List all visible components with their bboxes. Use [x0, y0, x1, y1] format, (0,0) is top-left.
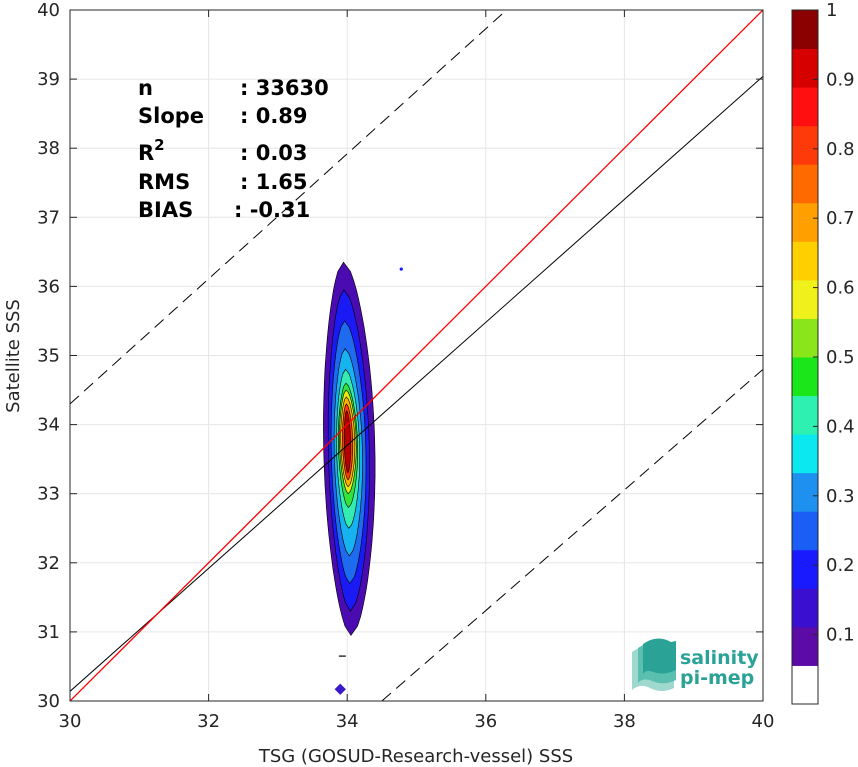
x-tick-label: 38 — [613, 711, 636, 732]
colorbar-tick-label: 0.1 — [826, 625, 855, 646]
colorbar-segment — [792, 472, 818, 512]
y-tick-label: 37 — [37, 207, 60, 228]
stat-bias-label: BIAS — [138, 198, 193, 222]
colorbar-tick-label: 0.3 — [826, 486, 855, 507]
colorbar-segment — [792, 434, 818, 474]
stat-slope-value: : 0.89 — [240, 104, 308, 128]
salinity-pimep-logo: salinity pi-mep — [632, 638, 759, 691]
colorbar-segment — [792, 164, 818, 204]
colorbar-segment — [792, 10, 818, 50]
y-tick-label: 35 — [37, 346, 60, 367]
colorbar-segment — [792, 87, 818, 127]
y-tick-label: 34 — [37, 415, 60, 436]
colorbar-segment — [792, 549, 818, 589]
y-tick-label: 30 — [37, 691, 60, 712]
x-tick-label: 32 — [197, 711, 220, 732]
colorbar-tick-label: 0.5 — [826, 347, 855, 368]
x-axis-title: TSG (GOSUD-Research-vessel) SSS — [258, 746, 573, 767]
colorbar-tick-label: 0.4 — [826, 416, 855, 437]
y-tick-label: 31 — [37, 622, 60, 643]
density-contours — [323, 261, 403, 695]
colorbar-tick-label: 0.7 — [826, 208, 855, 229]
colorbar-segment — [792, 48, 818, 88]
y-axis-title: Satellite SSS — [3, 299, 24, 413]
outlier-point — [399, 267, 403, 271]
colorbar-tick-label: 0.2 — [826, 555, 855, 576]
logo-text-pimep: pi-mep — [680, 667, 754, 689]
axis-ticks: 30 32 34 36 38 40 30 31 32 33 34 35 36 37 38 39 40 — [37, 0, 774, 732]
stat-rms-label: RMS — [138, 170, 190, 194]
regression-lines — [70, 10, 763, 701]
stat-r2-value: : 0.03 — [240, 141, 308, 165]
y-tick-label: 33 — [37, 484, 60, 505]
stat-rms-value: : 1.65 — [240, 170, 308, 194]
x-tick-label: 40 — [752, 711, 775, 732]
identity-line — [70, 10, 763, 701]
x-tick-label: 30 — [59, 711, 82, 732]
lower-bound-line — [381, 368, 763, 701]
colorbar-segment — [792, 279, 818, 319]
stat-r2-label: R2 — [138, 136, 165, 165]
colorbar-segment — [792, 318, 818, 358]
colorbar-tick-label: 0.6 — [826, 278, 855, 299]
stat-slope-label: Slope — [138, 104, 204, 128]
colorbar-segment — [792, 626, 818, 666]
y-tick-label: 32 — [37, 553, 60, 574]
logo-text-salinity: salinity — [680, 647, 759, 669]
colorbar-segment — [792, 125, 818, 165]
fit-line — [70, 75, 763, 692]
stat-r2-base: R — [138, 141, 154, 165]
colorbar-segment — [792, 395, 818, 435]
y-tick-label: 39 — [37, 69, 60, 90]
stats-box: n : 33630 Slope : 0.89 R2 : 0.03 RMS : 1… — [138, 76, 329, 222]
y-tick-label: 40 — [37, 0, 60, 21]
stat-bias-value: : -0.31 — [234, 198, 310, 222]
outlier-point — [334, 683, 346, 695]
y-tick-label: 38 — [37, 138, 60, 159]
colorbar-tick-label: 0.8 — [826, 139, 855, 160]
x-tick-label: 36 — [474, 711, 497, 732]
colorbar-segment — [792, 588, 818, 628]
colorbar-segment — [792, 241, 818, 281]
stat-n-value: : 33630 — [240, 76, 329, 100]
upper-bound-line — [70, 10, 507, 405]
wave-logo-icon — [632, 638, 676, 691]
x-tick-label: 34 — [336, 711, 359, 732]
colorbar-segment — [792, 511, 818, 551]
colorbar-segment — [792, 202, 818, 242]
colorbar-segment — [792, 665, 818, 705]
colorbar-tick-label: 1 — [826, 0, 837, 21]
colorbar: 0.1 0.2 0.3 0.4 0.5 0.6 0.7 0.8 0.9 1 — [791, 0, 855, 705]
stat-n-label: n — [138, 76, 153, 100]
y-tick-label: 36 — [37, 276, 60, 297]
colorbar-segment — [792, 357, 818, 397]
stat-r2-sup: 2 — [154, 136, 164, 154]
colorbar-tick-label: 0.9 — [826, 69, 855, 90]
grid — [69, 9, 764, 702]
